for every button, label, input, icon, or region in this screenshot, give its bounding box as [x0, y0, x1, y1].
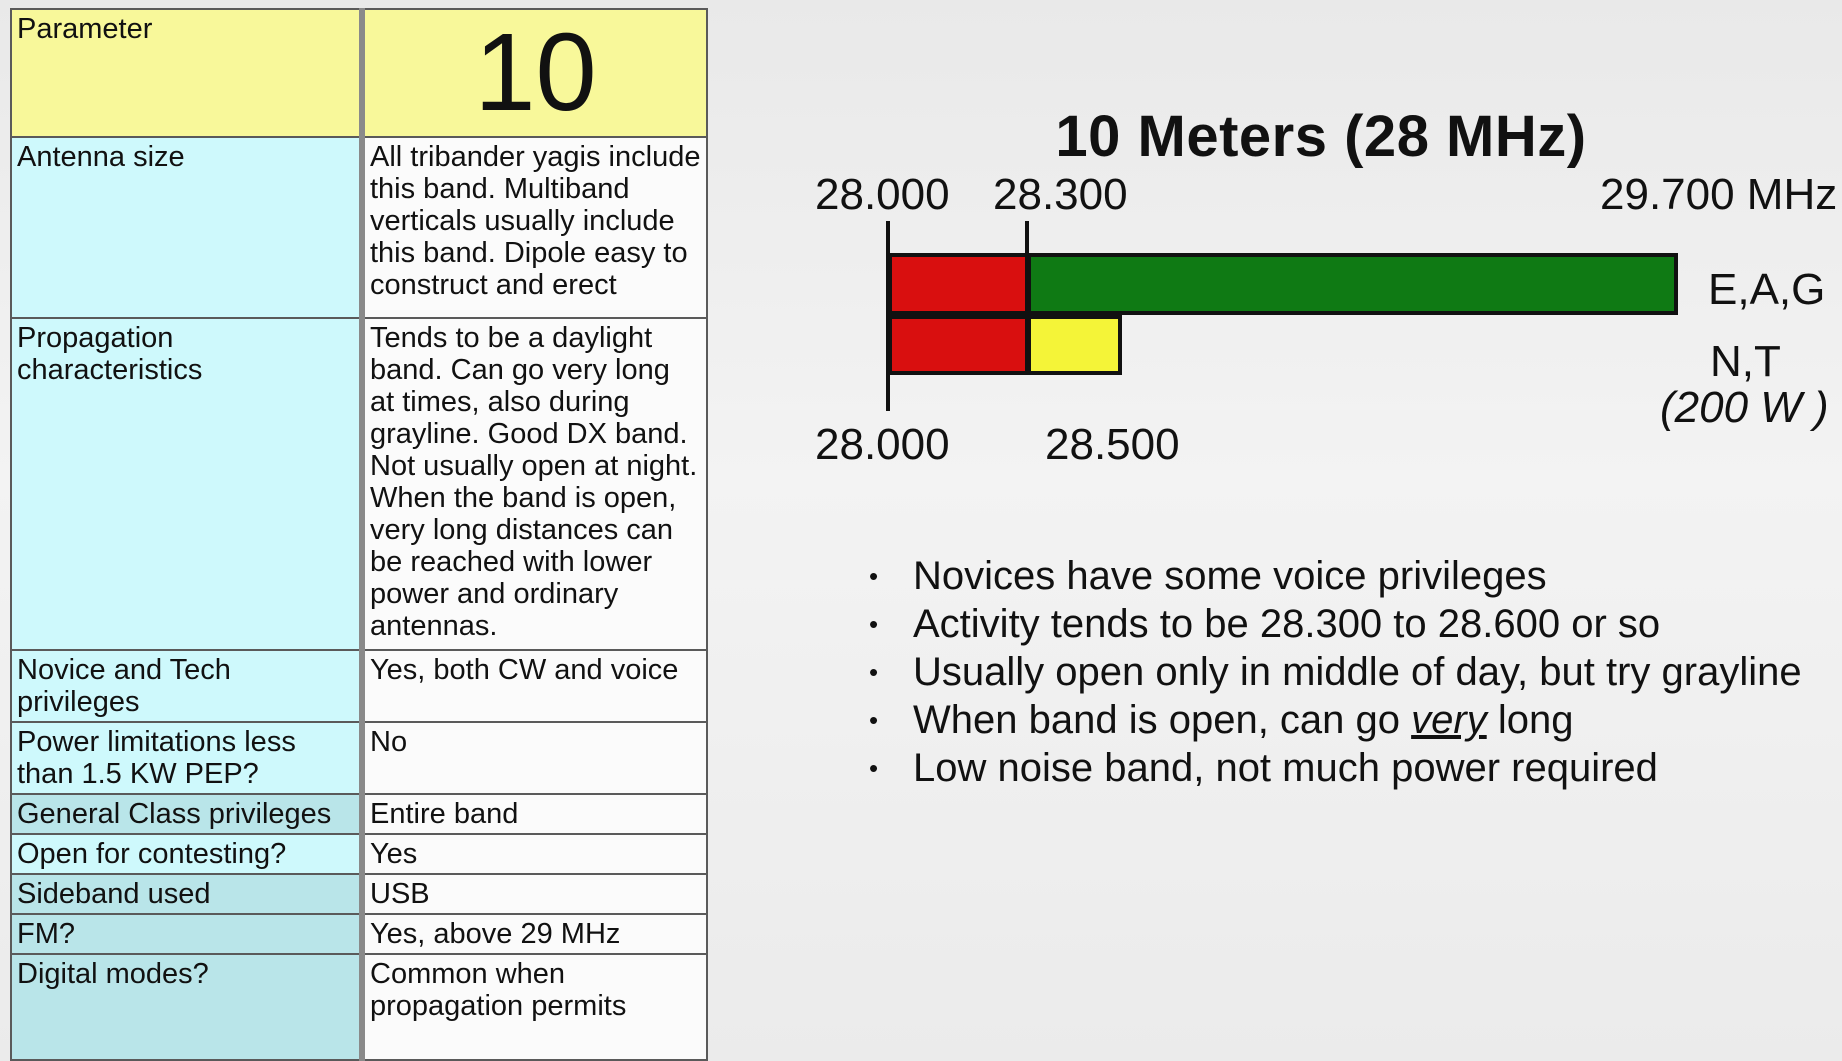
row-label: Antenna size [10, 136, 365, 319]
top-freq-label-end: 29.700 MHz [1600, 170, 1838, 219]
row-label: Novice and Tech privileges [10, 649, 365, 723]
list-item: Novices have some voice privileges [865, 552, 1825, 600]
list-item: Activity tends to be 28.300 to 28.600 or… [865, 600, 1825, 648]
header-label-cell: Parameter [10, 8, 365, 138]
row-value: Tends to be a daylight band. Can go very… [361, 317, 708, 651]
emphasis-very: very [1411, 698, 1487, 742]
row-label: Open for contesting? [10, 833, 365, 875]
band-number: 10 [474, 11, 597, 134]
series-note-power: (200 W ) [1660, 383, 1829, 432]
table-row: FM? Yes, above 29 MHz [10, 913, 708, 955]
row-label: General Class privileges [10, 793, 365, 835]
row-value: USB [361, 873, 708, 915]
list-item: Usually open only in middle of day, but … [865, 648, 1825, 696]
row-label: Digital modes? [10, 953, 365, 1061]
row-value: Yes [361, 833, 708, 875]
band-segment-1-0 [888, 315, 1030, 375]
row-value: Entire band [361, 793, 708, 835]
bottom-freq-label-start: 28.000 [815, 420, 950, 469]
row-value: No [361, 721, 708, 795]
top-freq-label-mid: 28.300 [993, 170, 1128, 219]
band-number-cell: 10 [361, 8, 708, 138]
row-label: Propagation characteristics [10, 317, 365, 651]
list-item: When band is open, can go very long [865, 696, 1825, 744]
band-parameter-table: Parameter 10 Antenna size All tribander … [10, 8, 708, 1061]
row-label: FM? [10, 913, 365, 955]
list-item: Low noise band, not much power required [865, 744, 1825, 792]
table-row: Power limitations less than 1.5 KW PEP? … [10, 721, 708, 795]
top-freq-label-start: 28.000 [815, 170, 950, 219]
table-row: General Class privileges Entire band [10, 793, 708, 835]
series-label-novice-tech: N,T [1710, 337, 1781, 386]
band-plan-chart: 10 Meters (28 MHz) 28.000 28.300 29.700 … [800, 95, 1842, 485]
table-row: Digital modes? Common when propagation p… [10, 953, 708, 1061]
row-label: Power limitations less than 1.5 KW PEP? [10, 721, 365, 795]
row-value: Common when propagation permits [361, 953, 708, 1061]
row-value: All tribander yagis include this band. M… [361, 136, 708, 319]
table-row: Propagation characteristics Tends to be … [10, 317, 708, 651]
chart-title: 10 Meters (28 MHz) [1055, 104, 1587, 169]
row-value: Yes, both CW and voice [361, 649, 708, 723]
table-row: Novice and Tech privileges Yes, both CW … [10, 649, 708, 723]
band-segment-1-1 [1027, 315, 1122, 375]
bottom-freq-label-end: 28.500 [1045, 420, 1180, 469]
band-segment-0-0 [888, 253, 1030, 315]
row-value: Yes, above 29 MHz [361, 913, 708, 955]
table-row: Open for contesting? Yes [10, 833, 708, 875]
table-row: Sideband used USB [10, 873, 708, 915]
series-label-general: E,A,G [1708, 265, 1826, 314]
band-segment-0-1 [1027, 253, 1678, 315]
table-row: Antenna size All tribander yagis include… [10, 136, 708, 319]
row-label: Sideband used [10, 873, 365, 915]
table-header-row: Parameter 10 [10, 8, 708, 138]
notes-list: Novices have some voice privileges Activ… [865, 552, 1825, 792]
